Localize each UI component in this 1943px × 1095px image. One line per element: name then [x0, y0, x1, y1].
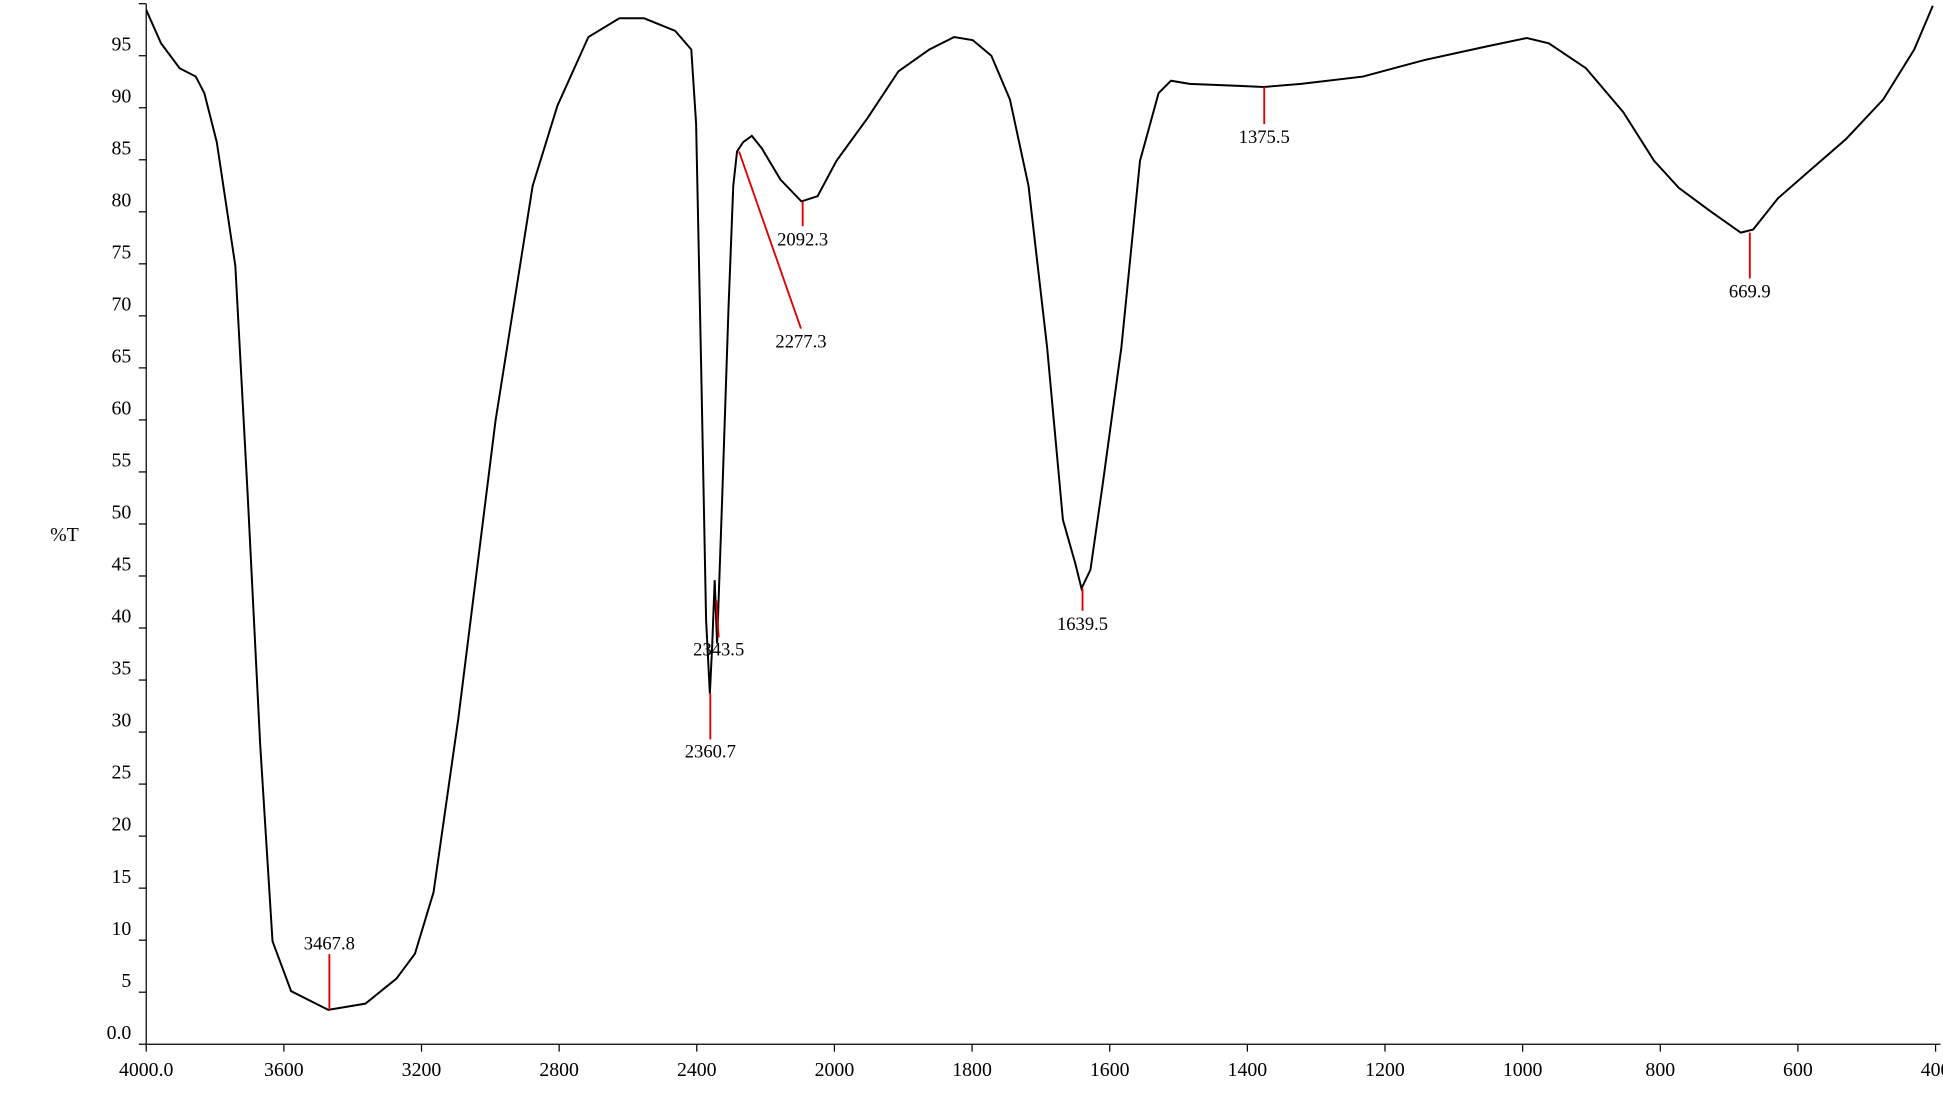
peak-label: 2277.3 [775, 332, 826, 353]
y-tick-label: 25 [112, 762, 132, 784]
x-tick-label: 800 [1645, 1059, 1675, 1081]
peak-marker [738, 151, 802, 329]
y-tick-label: 50 [112, 502, 132, 524]
x-tick-label: 2400 [677, 1059, 717, 1081]
y-tick-label: 75 [112, 241, 132, 263]
y-tick-label: 100.0 [87, 0, 132, 3]
y-tick-label: 95 [112, 33, 132, 55]
peak-label: 2360.7 [685, 741, 736, 762]
y-tick-label: 65 [112, 346, 132, 368]
peak-label: 2092.3 [777, 229, 828, 250]
peak-label: 1639.5 [1057, 614, 1108, 635]
y-tick-label: 45 [112, 554, 132, 576]
peak-label: 2343.5 [693, 639, 744, 660]
peak-label: 669.9 [1729, 282, 1771, 303]
y-tick-label: 0.0 [107, 1022, 132, 1044]
y-tick-label: 20 [112, 814, 132, 836]
y-tick-label: 5 [121, 970, 131, 992]
x-tick-label: 1000 [1503, 1059, 1543, 1081]
y-tick-label: 30 [112, 710, 132, 732]
x-tick-label: 400 [1921, 1059, 1943, 1081]
y-tick-label: 90 [112, 85, 132, 107]
y-tick-label: 40 [112, 606, 132, 628]
peak-marker [715, 600, 720, 638]
peak-label: 1375.5 [1239, 127, 1290, 148]
x-tick-label: 1600 [1090, 1059, 1130, 1081]
y-axis-label: %T [50, 524, 79, 546]
y-tick-label: 60 [112, 398, 132, 420]
x-tick-label: 1200 [1365, 1059, 1405, 1081]
y-tick-label: 80 [112, 189, 132, 211]
y-tick-label: 55 [112, 450, 132, 472]
y-tick-label: 85 [112, 137, 132, 159]
x-tick-label: 2800 [539, 1059, 579, 1081]
x-tick-label: 2000 [815, 1059, 855, 1081]
x-tick-label: 1400 [1228, 1059, 1268, 1081]
peak-label: 3467.8 [304, 934, 355, 955]
x-tick-label: 3200 [402, 1059, 442, 1081]
x-tick-label: 600 [1783, 1059, 1813, 1081]
y-tick-label: 15 [112, 866, 132, 888]
x-tick-label: 4000.0 [119, 1059, 174, 1081]
spectrum-line [145, 5, 1934, 1011]
y-tick-label: 10 [112, 918, 132, 940]
y-tick-label: 35 [112, 658, 132, 680]
y-tick-label: 70 [112, 294, 132, 316]
x-tick-label: 1800 [952, 1059, 992, 1081]
x-tick-label: 3600 [264, 1059, 304, 1081]
